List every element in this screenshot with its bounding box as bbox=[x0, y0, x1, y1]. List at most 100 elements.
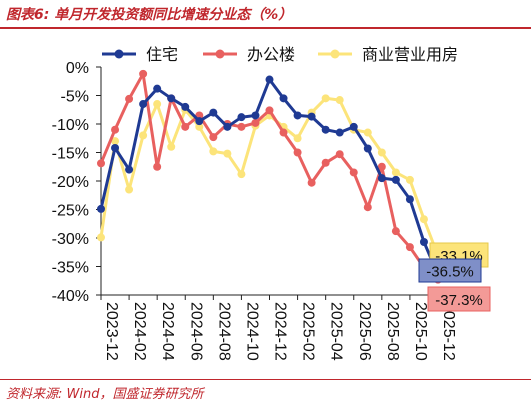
series-point-1 bbox=[363, 203, 372, 212]
series-point-1 bbox=[335, 150, 344, 159]
series-point-2 bbox=[195, 122, 204, 131]
series-point-1 bbox=[97, 159, 105, 168]
series-point-0 bbox=[307, 112, 316, 121]
series-point-0 bbox=[419, 237, 428, 246]
series-point-0 bbox=[111, 143, 120, 152]
series-point-0 bbox=[391, 175, 400, 184]
end-label-box bbox=[427, 286, 491, 312]
series-point-0 bbox=[321, 125, 330, 134]
series-point-1 bbox=[265, 106, 274, 115]
series-point-0 bbox=[125, 165, 134, 174]
series-point-1 bbox=[391, 227, 400, 236]
legend-swatch-marker bbox=[215, 49, 225, 59]
x-tick-label: 2025-06 bbox=[356, 302, 373, 361]
end-label-text: -36.5% bbox=[426, 264, 474, 281]
series-point-0 bbox=[293, 111, 302, 120]
series-point-2 bbox=[139, 131, 148, 140]
series-point-0 bbox=[209, 108, 218, 117]
series-point-0 bbox=[335, 128, 344, 137]
y-tick-label: -25% bbox=[52, 203, 89, 220]
source-rule bbox=[0, 379, 531, 380]
series-point-2 bbox=[153, 100, 162, 109]
series-point-2 bbox=[321, 94, 330, 103]
series-point-1 bbox=[307, 178, 316, 187]
y-tick-label: -5% bbox=[61, 89, 89, 106]
x-tick-label: 2024-06 bbox=[187, 302, 204, 361]
series-point-1 bbox=[405, 243, 414, 252]
y-tick-label: -10% bbox=[52, 117, 89, 134]
series-point-0 bbox=[223, 122, 232, 131]
series-point-0 bbox=[279, 94, 288, 103]
series-point-2 bbox=[377, 148, 386, 157]
series-point-2 bbox=[111, 137, 120, 146]
series-point-0 bbox=[377, 174, 386, 183]
series-point-1 bbox=[237, 122, 246, 131]
series-point-1 bbox=[251, 118, 260, 127]
title-rule bbox=[0, 27, 531, 29]
series-point-0 bbox=[139, 100, 148, 109]
series-point-2 bbox=[419, 215, 428, 224]
series-point-2 bbox=[167, 142, 176, 151]
series-point-1 bbox=[153, 162, 162, 171]
series-point-2 bbox=[405, 175, 414, 184]
y-tick-label: -30% bbox=[52, 231, 89, 248]
series-point-2 bbox=[391, 168, 400, 177]
series-point-2 bbox=[237, 170, 246, 179]
series-point-0 bbox=[181, 102, 190, 111]
series-point-1 bbox=[377, 162, 386, 171]
line-chart: 0% -5% -10% -15% -20% -25% -30% -35% -40% 2023-12… bbox=[52, 46, 491, 361]
series-point-2 bbox=[293, 134, 302, 143]
x-tick-label: 2024-04 bbox=[159, 302, 176, 361]
series-point-2 bbox=[363, 128, 372, 137]
legend-swatch-marker bbox=[330, 49, 340, 59]
y-tick-label: -40% bbox=[52, 288, 89, 305]
series-point-1 bbox=[125, 94, 134, 103]
x-tick-label: 2024-02 bbox=[131, 302, 148, 361]
series-point-2 bbox=[335, 96, 344, 105]
y-tick-label: -35% bbox=[52, 260, 89, 277]
series-point-1 bbox=[293, 148, 302, 157]
series-point-1 bbox=[181, 122, 190, 131]
series-point-1 bbox=[321, 158, 330, 167]
series-point-1 bbox=[349, 168, 358, 177]
x-tick-label: 2025-10 bbox=[412, 302, 429, 361]
series-point-2 bbox=[97, 233, 105, 242]
series-point-0 bbox=[363, 144, 372, 153]
series-point-0 bbox=[405, 195, 414, 204]
series-point-2 bbox=[125, 185, 134, 194]
x-tick-label: 2024-12 bbox=[272, 302, 289, 361]
end-label-text: -37.3% bbox=[435, 292, 483, 309]
x-tick-label: 2025-12 bbox=[440, 302, 457, 361]
x-tick-label: 2025-08 bbox=[384, 302, 401, 361]
x-tick-label: 2025-04 bbox=[328, 302, 345, 361]
series-line-1 bbox=[99, 72, 440, 282]
series-point-1 bbox=[111, 125, 120, 134]
x-tick-label: 2023-12 bbox=[103, 302, 120, 361]
x-tick-label: 2025-02 bbox=[300, 302, 317, 361]
series-point-1 bbox=[279, 128, 288, 137]
legend-label: 住宅 bbox=[146, 46, 178, 64]
legend-label: 商业营业用房 bbox=[362, 46, 458, 64]
figure-title: 图表6: 单月开发投资额同比增速分业态（%） bbox=[6, 7, 293, 23]
x-tick-label: 2024-08 bbox=[215, 302, 232, 361]
y-tick-label: -20% bbox=[52, 174, 89, 191]
series-point-0 bbox=[349, 122, 358, 131]
series-point-0 bbox=[153, 84, 162, 93]
series-point-2 bbox=[209, 147, 218, 156]
y-tick-label: -15% bbox=[52, 146, 89, 163]
series-point-0 bbox=[237, 113, 246, 122]
series-point-0 bbox=[251, 111, 260, 120]
figure-source: 资料来源: Wind，国盛证券研究所 bbox=[6, 387, 204, 402]
x-tick-label: 2024-10 bbox=[243, 302, 260, 361]
series-point-0 bbox=[97, 204, 105, 213]
series-point-1 bbox=[139, 69, 148, 78]
series-point-0 bbox=[195, 117, 204, 126]
series-point-0 bbox=[265, 75, 274, 84]
end-label-box bbox=[418, 258, 482, 283]
y-tick-label: 0% bbox=[66, 60, 89, 77]
series-point-1 bbox=[209, 133, 218, 142]
series-point-0 bbox=[167, 94, 176, 103]
legend-swatch-marker bbox=[114, 49, 124, 59]
legend-label: 办公楼 bbox=[247, 46, 295, 64]
series-point-2 bbox=[223, 149, 232, 158]
